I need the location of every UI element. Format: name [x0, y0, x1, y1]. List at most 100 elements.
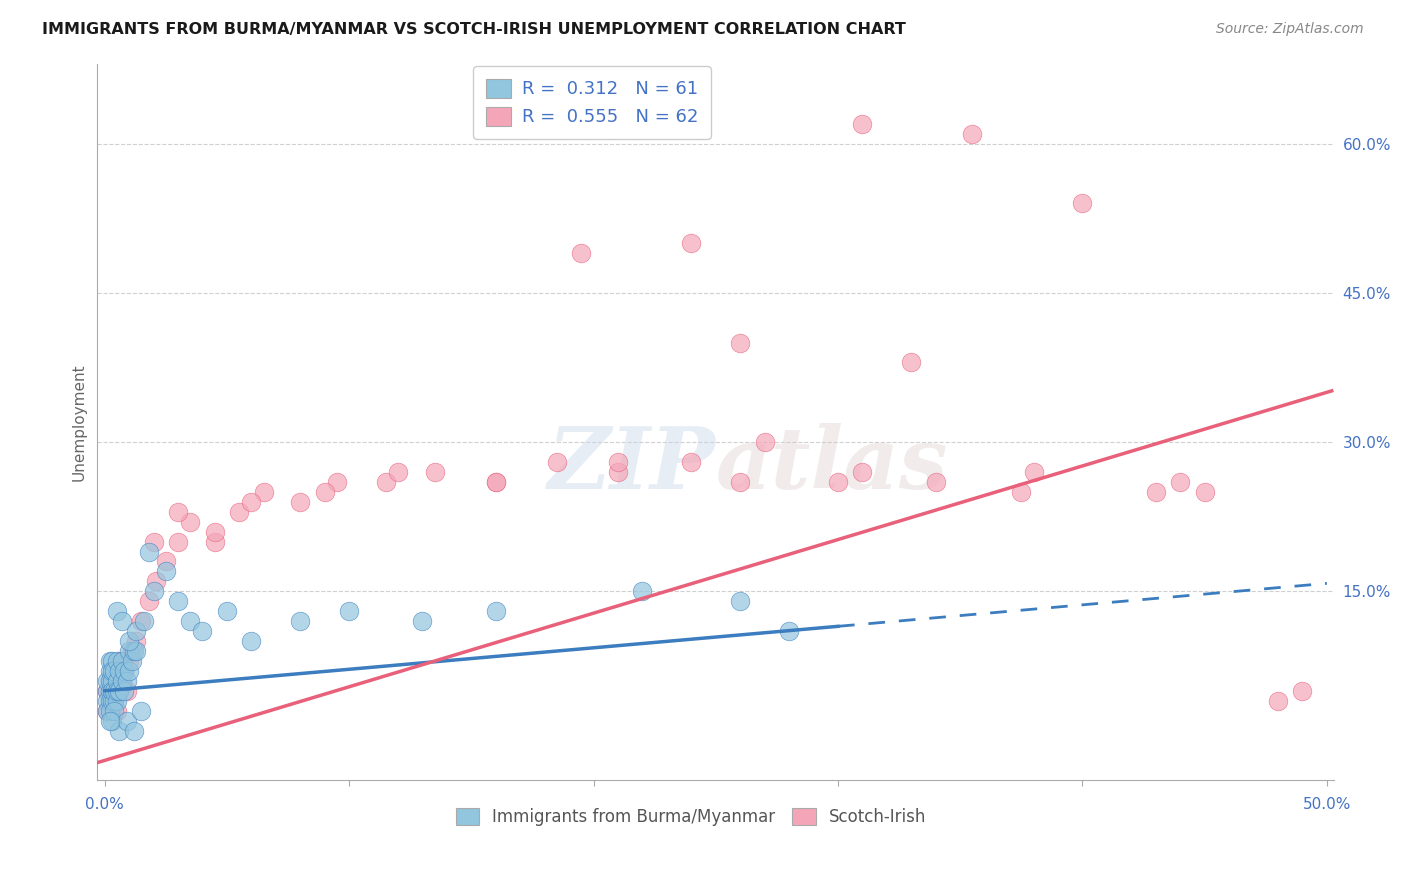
Point: [101, 683, 124, 698]
Point: [96, 683, 118, 698]
Point: [105, 683, 128, 698]
Text: 50.0%: 50.0%: [1302, 797, 1351, 813]
Point: [125, 634, 148, 648]
Point: [108, 664, 131, 678]
Point: [681, 236, 703, 251]
Point: [142, 584, 165, 599]
Point: [108, 683, 131, 698]
Text: IMMIGRANTS FROM BURMA/MYANMAR VS SCOTCH-IRISH UNEMPLOYMENT CORRELATION CHART: IMMIGRANTS FROM BURMA/MYANMAR VS SCOTCH-…: [42, 22, 905, 37]
Point: [290, 614, 312, 628]
Point: [191, 624, 214, 638]
Point: [98, 673, 121, 688]
Point: [138, 594, 160, 608]
Point: [108, 683, 131, 698]
Point: [240, 495, 263, 509]
Point: [121, 654, 143, 668]
Y-axis label: Unemployment: Unemployment: [72, 363, 86, 481]
Point: [1022, 465, 1045, 479]
Point: [607, 465, 630, 479]
Point: [167, 505, 190, 519]
Point: [228, 505, 250, 519]
Point: [112, 664, 135, 678]
Point: [155, 565, 177, 579]
Point: [142, 534, 165, 549]
Point: [290, 495, 312, 509]
Point: [1144, 484, 1167, 499]
Point: [98, 694, 121, 708]
Point: [1168, 475, 1191, 489]
Point: [111, 673, 134, 688]
Point: [1071, 196, 1094, 211]
Point: [103, 673, 125, 688]
Point: [155, 554, 177, 568]
Point: [778, 624, 800, 638]
Point: [118, 634, 141, 648]
Point: [103, 683, 125, 698]
Point: [179, 515, 201, 529]
Point: [728, 594, 751, 608]
Point: [681, 455, 703, 469]
Point: [900, 355, 922, 369]
Point: [96, 683, 118, 698]
Point: [851, 117, 873, 131]
Point: [111, 673, 134, 688]
Point: [1291, 683, 1313, 698]
Point: [101, 683, 124, 698]
Point: [607, 455, 630, 469]
Point: [827, 475, 849, 489]
Point: [485, 604, 508, 618]
Point: [569, 246, 592, 260]
Point: [101, 714, 124, 728]
Point: [105, 704, 128, 718]
Point: [204, 534, 226, 549]
Point: [167, 594, 190, 608]
Point: [96, 673, 118, 688]
Point: [131, 704, 153, 718]
Text: 0.0%: 0.0%: [86, 797, 124, 813]
Point: [98, 683, 121, 698]
Point: [374, 475, 396, 489]
Point: [485, 475, 508, 489]
Point: [131, 614, 153, 628]
Point: [101, 664, 124, 678]
Point: [326, 475, 349, 489]
Point: [105, 654, 128, 668]
Point: [1267, 694, 1289, 708]
Point: [728, 475, 751, 489]
Point: [754, 435, 776, 450]
Point: [115, 683, 138, 698]
Point: [411, 614, 433, 628]
Point: [962, 127, 984, 141]
Point: [105, 604, 128, 618]
Point: [125, 644, 148, 658]
Point: [118, 654, 141, 668]
Point: [98, 673, 121, 688]
Point: [101, 704, 124, 718]
Point: [215, 604, 238, 618]
Point: [314, 484, 336, 499]
Point: [105, 664, 128, 678]
Text: Source: ZipAtlas.com: Source: ZipAtlas.com: [1216, 22, 1364, 37]
Point: [252, 484, 274, 499]
Text: ZIP: ZIP: [548, 424, 716, 507]
Point: [108, 723, 131, 738]
Point: [101, 694, 124, 708]
Point: [98, 694, 121, 708]
Point: [101, 673, 124, 688]
Point: [118, 644, 141, 658]
Point: [122, 644, 145, 658]
Point: [204, 524, 226, 539]
Point: [132, 614, 155, 628]
Point: [728, 335, 751, 350]
Point: [121, 644, 143, 658]
Point: [118, 664, 141, 678]
Point: [96, 704, 118, 718]
Point: [485, 475, 508, 489]
Point: [112, 683, 135, 698]
Point: [240, 634, 263, 648]
Point: [115, 673, 138, 688]
Point: [111, 614, 134, 628]
Point: [112, 664, 135, 678]
Point: [925, 475, 948, 489]
Point: [96, 704, 118, 718]
